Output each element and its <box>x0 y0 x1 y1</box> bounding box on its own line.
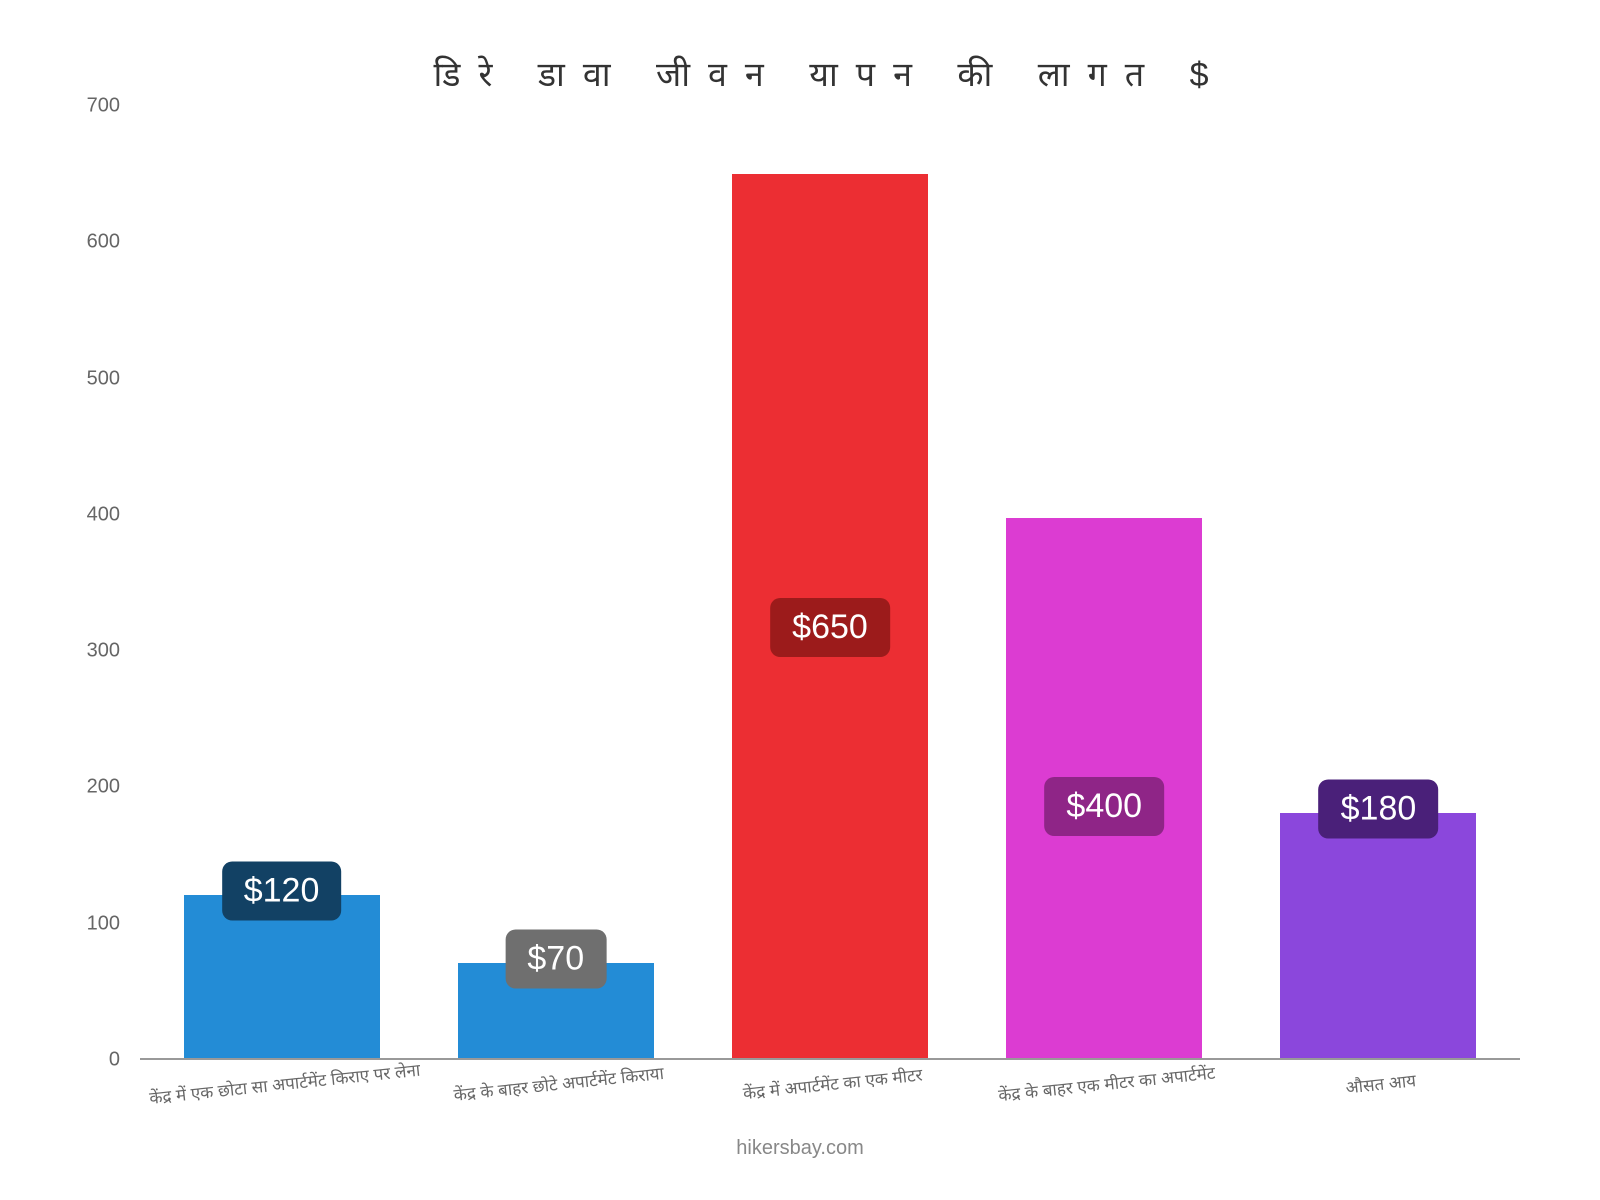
y-tick: 100 <box>60 912 120 935</box>
y-tick: 0 <box>60 1049 120 1072</box>
x-label: केंद्र के बाहर छोटे अपार्टमेंट किराया <box>452 1061 664 1106</box>
value-badge: $650 <box>770 598 890 657</box>
x-label: केंद्र में अपार्टमेंट का एक मीटर <box>742 1063 924 1105</box>
bar-slot: $400केंद्र के बाहर एक मीटर का अपार्टमेंट <box>990 106 1218 1058</box>
bar: $70 <box>458 963 654 1058</box>
bar-slot: $120केंद्र में एक छोटा सा अपार्टमेंट किर… <box>168 106 396 1058</box>
y-tick: 400 <box>60 503 120 526</box>
y-tick: 500 <box>60 367 120 390</box>
y-tick: 300 <box>60 640 120 663</box>
bar: $650 <box>732 174 928 1058</box>
bars-group: $120केंद्र में एक छोटा सा अपार्टमेंट किर… <box>140 106 1520 1058</box>
value-badge: $120 <box>222 861 342 920</box>
value-badge: $400 <box>1044 777 1164 836</box>
x-label: औसत आय <box>1345 1068 1418 1098</box>
x-label: केंद्र के बाहर एक मीटर का अपार्टमेंट <box>997 1061 1216 1107</box>
y-tick: 700 <box>60 95 120 118</box>
value-badge: $70 <box>505 929 606 988</box>
bar-slot: $70केंद्र के बाहर छोटे अपार्टमेंट किराया <box>442 106 670 1058</box>
bar-slot: $180औसत आय <box>1265 106 1493 1058</box>
credit-text: hikersbay.com <box>736 1137 863 1160</box>
bar-slot: $650केंद्र में अपार्टमेंट का एक मीटर <box>716 106 944 1058</box>
chart-container: डिरे डावा जीवन यापन की लागत $ 0100200300… <box>40 20 1560 1180</box>
x-label: केंद्र में एक छोटा सा अपार्टमेंट किराए प… <box>148 1058 421 1109</box>
y-tick: 600 <box>60 231 120 254</box>
bar: $120 <box>184 895 380 1058</box>
value-badge: $180 <box>1319 780 1439 839</box>
bar: $180 <box>1280 813 1476 1058</box>
y-tick: 200 <box>60 776 120 799</box>
plot-area: 0100200300400500600700 $120केंद्र में एक… <box>140 106 1520 1060</box>
chart-title: डिरे डावा जीवन यापन की लागत $ <box>140 50 1520 96</box>
x-axis-line <box>140 1058 1520 1060</box>
bar: $400 <box>1006 518 1202 1058</box>
